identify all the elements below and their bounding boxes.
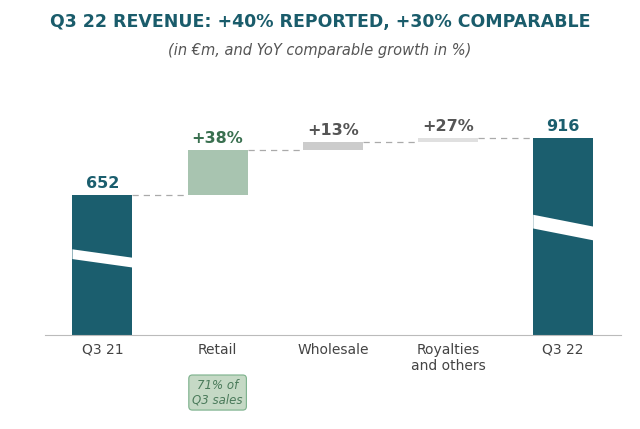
Bar [188, 150, 248, 195]
Text: +13%: +13% [307, 123, 358, 138]
Bar [533, 138, 593, 335]
Text: +27%: +27% [422, 119, 474, 134]
Text: +38%: +38% [192, 131, 243, 146]
Text: (in €m, and YoY comparable growth in %): (in €m, and YoY comparable growth in %) [168, 43, 472, 58]
Text: 916: 916 [547, 119, 580, 134]
Text: 652: 652 [86, 176, 119, 191]
Bar [303, 142, 363, 150]
Polygon shape [72, 249, 132, 268]
Text: 71% of
Q3 sales: 71% of Q3 sales [193, 378, 243, 407]
Text: Q3 22 REVENUE: +40% REPORTED, +30% COMPARABLE: Q3 22 REVENUE: +40% REPORTED, +30% COMPA… [50, 13, 590, 31]
Bar [418, 138, 478, 142]
Bar [72, 195, 132, 335]
Polygon shape [533, 215, 593, 240]
